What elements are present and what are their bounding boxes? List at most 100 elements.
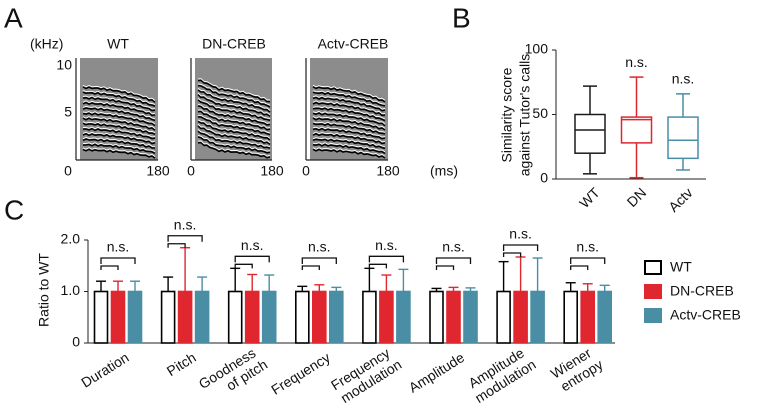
harmonic <box>197 136 271 154</box>
y-tick-label: 5 <box>64 104 72 120</box>
bar <box>194 290 210 344</box>
harmonic <box>312 101 386 117</box>
harmonic <box>312 138 386 150</box>
x-tick-label: Duration <box>78 349 131 391</box>
annotation: n.s. <box>672 71 695 87</box>
harmonic <box>312 106 386 120</box>
legend-label: Actv-CREB <box>670 307 741 323</box>
annotation: n.s. <box>107 239 130 255</box>
harmonic <box>82 112 156 127</box>
bar <box>379 290 394 344</box>
y-tick-label: 0 <box>540 170 548 186</box>
harmonic <box>197 105 271 126</box>
harmonic <box>312 131 386 143</box>
bar <box>127 290 143 344</box>
x-tick-label: Frequency modulation <box>328 342 404 406</box>
x-tick-label: Goodness of pitch <box>196 342 270 405</box>
harmonic <box>197 99 271 122</box>
harmonic <box>82 86 156 103</box>
significance-bracket <box>435 257 472 270</box>
harmonic <box>312 143 386 155</box>
bar <box>110 290 126 344</box>
x-tick-label: Pitch <box>164 349 199 379</box>
harmonic <box>197 84 271 108</box>
harmonic <box>312 112 386 127</box>
harmonic <box>197 83 271 106</box>
significance-bracket <box>100 257 136 270</box>
y-tick-label: 0 <box>72 334 80 350</box>
harmonic <box>312 90 386 105</box>
x-tick-label: 0 <box>187 163 195 179</box>
x-tick-label: Amplitude <box>406 349 467 396</box>
harmonic <box>312 116 386 129</box>
annotation: n.s. <box>241 237 264 253</box>
legend-label: WT <box>670 259 692 275</box>
harmonic <box>197 88 271 111</box>
harmonic <box>312 86 386 103</box>
harmonic <box>82 84 156 101</box>
harmonic <box>312 100 386 115</box>
harmonic <box>82 138 156 149</box>
y-tick-label: 10 <box>56 57 72 73</box>
harmonic <box>197 141 271 159</box>
harmonic <box>312 137 386 148</box>
harmonic <box>312 122 386 135</box>
harmonic <box>197 120 271 141</box>
harmonic <box>312 117 386 131</box>
legend-swatch <box>644 260 662 275</box>
panel-label: B <box>452 2 471 33</box>
bar <box>563 290 579 344</box>
harmonic <box>82 132 156 145</box>
harmonic <box>82 105 156 120</box>
legend-label: DN-CREB <box>670 283 734 299</box>
harmonic <box>82 116 156 129</box>
harmonic <box>82 136 156 147</box>
harmonic <box>197 94 271 118</box>
harmonic <box>312 84 386 101</box>
significance-bracket <box>301 257 337 270</box>
x-unit: (ms) <box>430 163 458 179</box>
harmonic <box>82 143 156 155</box>
harmonic <box>197 109 271 129</box>
y-axis-label: against Tutor's calls <box>517 54 533 177</box>
y-tick-label: 50 <box>532 105 548 121</box>
annotation: n.s. <box>509 226 532 242</box>
harmonic <box>82 148 156 159</box>
harmonic <box>312 148 386 159</box>
significance-bracket <box>570 257 606 270</box>
y-unit: (kHz) <box>30 36 63 52</box>
bar <box>160 290 176 344</box>
harmonic <box>82 121 156 134</box>
significance-bracket <box>368 255 405 269</box>
x-tick-label: Frequency <box>268 349 333 398</box>
harmonic <box>82 147 156 157</box>
bar <box>328 290 344 344</box>
harmonic <box>82 111 156 125</box>
spectrogram-title: WT <box>107 36 129 52</box>
harmonic <box>82 107 156 122</box>
box <box>667 116 699 160</box>
bar <box>244 290 260 344</box>
harmonic <box>197 125 271 146</box>
harmonic <box>312 91 386 107</box>
bar <box>261 290 277 344</box>
spectrogram-title: Actv-CREB <box>318 36 389 52</box>
y-axis-label: Ratio to WT <box>36 253 52 327</box>
harmonic <box>312 121 386 133</box>
bar <box>227 290 243 344</box>
bar <box>362 290 377 344</box>
harmonic <box>82 96 156 112</box>
harmonic <box>197 134 271 152</box>
harmonic <box>312 132 386 145</box>
bar <box>93 290 109 344</box>
harmonic <box>197 116 271 136</box>
harmonic <box>197 123 271 144</box>
bar <box>597 290 613 344</box>
annotation: n.s. <box>375 237 398 253</box>
bar <box>294 290 310 344</box>
harmonic <box>82 91 156 107</box>
harmonic <box>197 103 271 124</box>
bar <box>580 290 596 344</box>
harmonic <box>82 122 156 135</box>
